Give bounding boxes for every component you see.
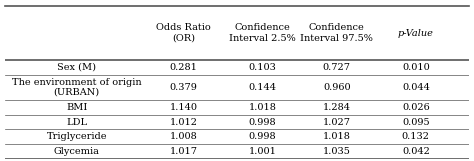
Text: BMI: BMI	[66, 103, 87, 112]
Text: 0.727: 0.727	[323, 63, 351, 72]
Text: 0.998: 0.998	[249, 133, 276, 142]
Text: Odds Ratio
(OR): Odds Ratio (OR)	[156, 24, 211, 43]
Text: 0.998: 0.998	[249, 118, 276, 127]
Text: 1.018: 1.018	[323, 133, 351, 142]
Text: 1.012: 1.012	[170, 118, 198, 127]
Text: 0.095: 0.095	[402, 118, 429, 127]
Text: The environment of origin
(URBAN): The environment of origin (URBAN)	[12, 78, 142, 97]
Text: 0.281: 0.281	[170, 63, 198, 72]
Text: Sex (M): Sex (M)	[57, 63, 96, 72]
Text: 1.008: 1.008	[170, 133, 198, 142]
Text: 0.044: 0.044	[402, 83, 430, 92]
Text: 1.140: 1.140	[170, 103, 198, 112]
Text: 1.017: 1.017	[170, 147, 198, 156]
Text: Glycemia: Glycemia	[54, 147, 100, 156]
Text: 1.001: 1.001	[248, 147, 276, 156]
Text: Confidence
Interval 97.5%: Confidence Interval 97.5%	[301, 24, 374, 43]
Text: p-Value: p-Value	[398, 29, 434, 38]
Text: 1.035: 1.035	[323, 147, 351, 156]
Text: Triglyceride: Triglyceride	[46, 133, 107, 142]
Text: 1.284: 1.284	[323, 103, 351, 112]
Text: Confidence
Interval 2.5%: Confidence Interval 2.5%	[229, 24, 296, 43]
Text: 0.010: 0.010	[402, 63, 430, 72]
Text: 0.026: 0.026	[402, 103, 430, 112]
Text: 0.144: 0.144	[248, 83, 276, 92]
Text: 0.132: 0.132	[402, 133, 430, 142]
Text: LDL: LDL	[66, 118, 87, 127]
Text: 0.960: 0.960	[323, 83, 351, 92]
Text: 0.042: 0.042	[402, 147, 430, 156]
Text: 1.027: 1.027	[323, 118, 351, 127]
Text: 1.018: 1.018	[248, 103, 276, 112]
Text: 0.379: 0.379	[170, 83, 198, 92]
Text: 0.103: 0.103	[248, 63, 276, 72]
